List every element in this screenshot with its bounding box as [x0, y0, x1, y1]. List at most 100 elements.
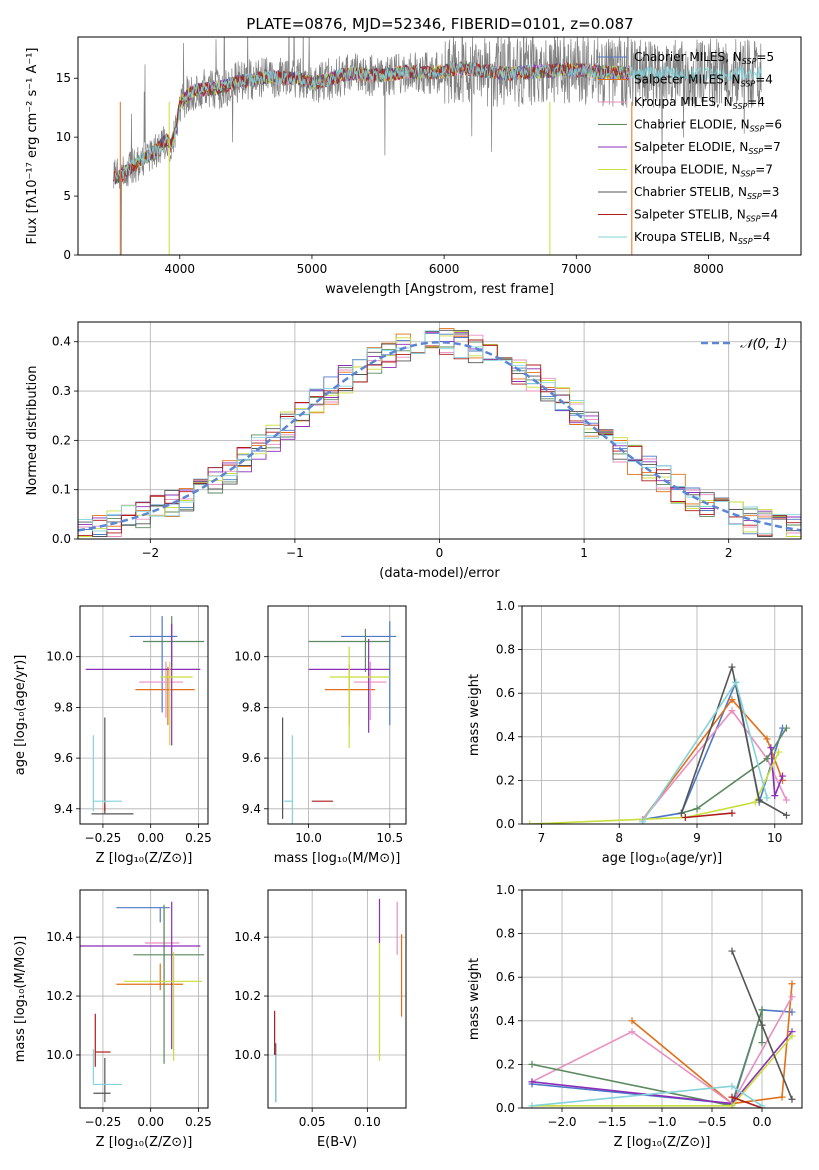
y-tick-label-spectrum-2: 10 [56, 130, 71, 144]
plot-area-age-vs-mass [282, 621, 397, 824]
x-tick-label-weight-vs-age-2: 9 [693, 831, 701, 845]
plot-area-mass-vs-ebv [274, 898, 403, 1103]
weight-marker-weight-vs-z-8-1 [728, 1082, 736, 1090]
weight-marker-weight-vs-z-1-3 [788, 980, 796, 988]
x-tick-label-mass-vs-z-0: −0.25 [85, 1115, 122, 1129]
legend-name-2: Kroupa MILES, N [634, 95, 733, 109]
x-tick-label-weight-vs-z-4: 0.0 [752, 1115, 771, 1129]
legend-sub-2: SSP [733, 102, 748, 111]
axes-mass-vs-ebv: 0.05 0.10 10.0 10.2 10.4 E(B-V) [234, 889, 407, 1150]
weight-marker-weight-vs-z-5-2 [788, 1032, 796, 1040]
spectrum-model-8 [113, 61, 762, 185]
x-axis-label-spectrum: wavelength [Angstrom, rest frame] [325, 282, 554, 297]
legend-sub-7: SSP [746, 215, 761, 224]
weight-series-weight-vs-z-1 [631, 983, 793, 1105]
errorbar-mass-vs-z-8 [92, 1049, 123, 1086]
y-tick-label-weight-vs-z-1: 0.2 [496, 1057, 515, 1071]
legend-count-3: =6 [764, 118, 782, 132]
legend-sub-1: SSP [741, 80, 756, 89]
weight-marker-weight-vs-age-8-2 [763, 794, 771, 802]
y-tick-label-age-vs-z-1: 9.6 [54, 751, 73, 765]
x-tick-label-weight-vs-z-3: −0.5 [697, 1115, 726, 1129]
legend-name-4: Salpeter ELODIE, N [634, 140, 748, 154]
legend-entry-0: Chabrier MILES, NSSP=5 [634, 50, 774, 66]
frame-age-vs-mass [267, 605, 407, 825]
y-tick-label-weight-vs-age-4: 0.8 [496, 643, 515, 657]
legend-name-8: Kroupa STELIB, N [634, 230, 738, 244]
x-tick-label-residuals-0: −2 [141, 546, 159, 560]
y-tick-label-residuals-4: 0.4 [52, 335, 71, 349]
y-tick-label-residuals-0: 0.0 [52, 532, 71, 546]
weight-marker-weight-vs-age-4-2 [779, 772, 787, 780]
legend-name-6: Chabrier STELIB, N [634, 185, 747, 199]
y-tick-label-residuals-2: 0.2 [52, 433, 71, 447]
x-tick-label-residuals-1: −1 [286, 546, 304, 560]
y-tick-label-spectrum-1: 5 [63, 189, 71, 203]
x-tick-label-mass-vs-z-1: 0.00 [137, 1115, 164, 1129]
frame-age-vs-z [79, 605, 209, 825]
y-tick-label-weight-vs-age-2: 0.4 [496, 730, 515, 744]
y-tick-label-age-vs-mass-1: 9.6 [242, 751, 261, 765]
x-axis-label-age-vs-z: Z [log₁₀(Z/Z⊙)] [96, 851, 193, 866]
y-tick-label-mass-vs-z-2: 10.4 [46, 930, 73, 944]
y-tick-label-age-vs-z-3: 10.0 [46, 650, 73, 664]
errorbar-mass-vs-z-0 [116, 907, 170, 923]
hist-model-8 [78, 330, 801, 537]
weight-marker-weight-vs-age-8-1 [732, 678, 740, 686]
errorbar-age-vs-z-0 [129, 616, 178, 713]
x-tick-label-weight-vs-age-3: 10 [767, 831, 782, 845]
plot-area-age-vs-z [85, 616, 205, 815]
plot-area-mass-vs-z [80, 901, 205, 1103]
y-tick-label-age-vs-mass-0: 9.4 [242, 802, 261, 816]
legend-entry-8: Kroupa STELIB, NSSP=4 [634, 230, 770, 246]
legend-normal-label: 𝒩(0, 1) [740, 337, 787, 352]
legend-entry-7: Salpeter STELIB, NSSP=4 [634, 208, 778, 224]
legend-entry-6: Chabrier STELIB, NSSP=3 [634, 185, 779, 201]
axes-age-vs-z: −0.25 0.00 0.25 9.4 9.6 9.8 10.0 Z [log₁₀(Z/Z⊙)… [13, 605, 212, 866]
legend-sub-8: SSP [738, 237, 753, 246]
weight-marker-weight-vs-z-2-1 [628, 1028, 636, 1036]
weight-series-weight-vs-age-7 [685, 812, 733, 819]
y-tick-label-residuals-3: 0.3 [52, 384, 71, 398]
y-tick-label-age-vs-z-0: 9.4 [54, 802, 73, 816]
errorbar-age-vs-mass-2 [354, 661, 387, 721]
weight-marker-weight-vs-age-6-3 [782, 811, 790, 819]
y-tick-label-weight-vs-age-3: 0.6 [496, 686, 515, 700]
spectrum-observed [113, 37, 762, 255]
axes-weight-vs-z: −2.0 −1.5 −1.0 −0.5 0.0 0.0 0.2 0.4 0.6 0.8 1.0 Z [… [467, 883, 803, 1150]
errorbar-age-vs-z-2 [139, 661, 184, 718]
y-tick-label-weight-vs-z-0: 0.0 [496, 1101, 515, 1115]
legend-count-1: =4 [755, 73, 773, 87]
x-tick-label-spectrum-4: 8000 [693, 262, 724, 276]
frame-spectrum [77, 36, 802, 256]
frame-mass-vs-z [79, 889, 209, 1109]
weight-marker-weight-vs-z-1-2 [778, 1093, 786, 1101]
legend-name-7: Salpeter STELIB, N [634, 208, 746, 222]
errorbar-age-vs-z-4 [85, 623, 201, 746]
weight-marker-weight-vs-age-3-3 [782, 724, 790, 732]
y-tick-label-age-vs-mass-2: 9.8 [242, 700, 261, 714]
y-tick-label-weight-vs-age-5: 1.0 [496, 599, 515, 613]
legend-name-3: Chabrier ELODIE, N [634, 118, 750, 132]
weight-marker-weight-vs-age-7-1 [728, 809, 736, 817]
axes-mass-vs-z: −0.25 0.00 0.25 10.0 10.2 10.4 Z [log₁₀(Z/Z⊙)]… [13, 889, 212, 1150]
x-tick-label-mass-vs-z-2: 0.25 [185, 1115, 212, 1129]
weight-marker-weight-vs-z-4-0 [528, 1078, 536, 1086]
axes-spectrum: 4000 5000 6000 7000 8000 0 5 10 15 wavelength [An… [25, 36, 802, 297]
weight-marker-weight-vs-z-1-0 [628, 1017, 636, 1025]
weight-series-weight-vs-age-8 [641, 680, 768, 823]
x-tick-label-residuals-2: 0 [436, 546, 444, 560]
legend-count-5: =7 [755, 163, 773, 177]
x-tick-label-age-vs-z-0: −0.25 [85, 831, 122, 845]
x-axis-label-mass-vs-z: Z [log₁₀(Z/Z⊙)] [96, 1135, 193, 1150]
weight-marker-weight-vs-z-3-3 [758, 1039, 766, 1047]
y-tick-label-weight-vs-z-4: 0.8 [496, 927, 515, 941]
frame-weight-vs-age [521, 605, 803, 825]
legend-count-2: =4 [747, 95, 765, 109]
legend-count-0: =5 [756, 50, 774, 64]
y-tick-label-spectrum-0: 0 [63, 248, 71, 262]
x-axis-label-weight-vs-age: age [log₁₀(age/yr)] [602, 851, 723, 866]
x-tick-label-age-vs-z-1: 0.00 [137, 831, 164, 845]
weight-marker-weight-vs-age-6-1 [728, 663, 736, 671]
